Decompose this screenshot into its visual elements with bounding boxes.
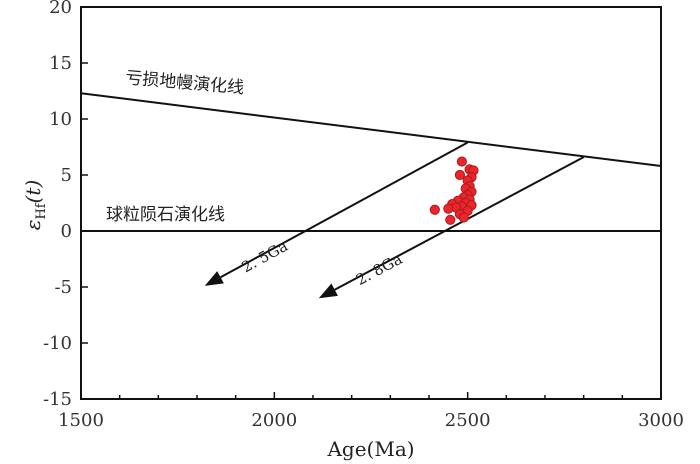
arrow-2-8ga-label: 2. 8Ga (353, 250, 405, 289)
y-tick-label: -10 (43, 333, 72, 354)
data-points (429, 156, 479, 225)
y-tick-label: 0 (61, 221, 72, 242)
y-axis-title-tail: (t) (21, 180, 45, 204)
data-point (443, 203, 454, 214)
plot-frame (80, 6, 662, 400)
y-tick-label: 15 (49, 53, 72, 74)
arrow-2-5ga-line (220, 141, 469, 279)
y-tick-label: 5 (61, 165, 72, 186)
arrow-2-5ga-head (204, 271, 224, 286)
svg-text:εHf(t): εHf(t) (21, 180, 49, 231)
data-point (456, 156, 467, 167)
depleted-mantle-line (80, 92, 662, 168)
chur-label: 球粒陨石演化线 (106, 205, 225, 225)
evolution-arrows: 2. 5Ga 2. 8Ga (204, 141, 585, 299)
x-tick-label: 2000 (251, 410, 297, 431)
y-axis-title-sub: Hf (34, 202, 49, 219)
y-axis-title-main: ε (21, 220, 45, 231)
reference-lines (80, 92, 662, 232)
arrow-2-8ga-line (334, 156, 585, 291)
data-point (458, 212, 469, 223)
axis-ticks (80, 6, 662, 400)
x-tick-label: 3000 (638, 410, 684, 431)
depleted-mantle-label: 亏损地幔演化线 (125, 68, 245, 98)
y-tick-label: 20 (49, 0, 72, 18)
y-tick-label: -5 (54, 277, 72, 298)
arrow-2-5ga-label: 2. 5Ga (239, 237, 291, 277)
axis-tick-labels: 1500 2000 2500 3000 -15 -10 -5 0 5 10 15 20 (43, 0, 684, 431)
y-axis-title: εHf(t) (21, 180, 49, 231)
x-tick-label: 1500 (58, 410, 104, 431)
y-tick-label: -15 (43, 389, 72, 410)
data-point (429, 204, 440, 215)
data-point (445, 214, 456, 225)
x-tick-label: 2500 (445, 410, 491, 431)
data-point (454, 169, 466, 181)
x-axis-title: Age(Ma) (326, 437, 414, 461)
arrow-2-8ga-head (318, 283, 338, 299)
y-tick-label: 10 (49, 109, 72, 130)
